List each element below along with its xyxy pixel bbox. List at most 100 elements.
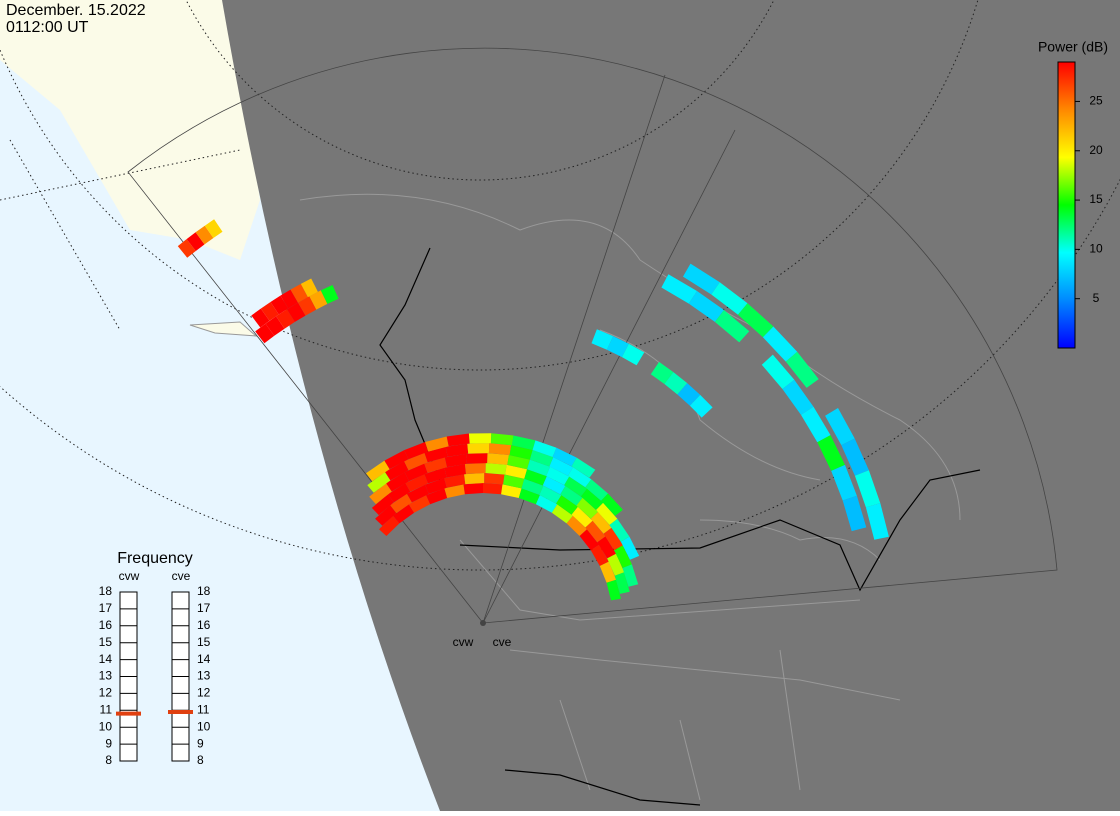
echo-cell bbox=[444, 484, 465, 498]
echo-cell bbox=[524, 469, 547, 486]
graticule bbox=[0, 0, 1120, 571]
echo-cell bbox=[581, 488, 604, 510]
echo-cell bbox=[603, 527, 623, 551]
echo-cell bbox=[390, 493, 412, 514]
echo-cell bbox=[406, 484, 429, 503]
echo-cell bbox=[782, 379, 814, 415]
echo-cell bbox=[738, 303, 774, 338]
echo-cell bbox=[865, 503, 889, 540]
echo-cell bbox=[590, 544, 609, 566]
echo-cell bbox=[366, 460, 390, 482]
echo-cell bbox=[280, 289, 298, 309]
time: 0112:00 UT bbox=[6, 19, 89, 36]
echo-cell bbox=[591, 329, 614, 350]
echo-cell bbox=[576, 497, 599, 519]
echo-cell bbox=[509, 445, 533, 460]
echo-cell bbox=[379, 515, 400, 536]
echo-cell bbox=[503, 474, 525, 489]
echo-cell bbox=[842, 495, 867, 532]
echo-cell bbox=[444, 453, 467, 468]
echo-cell bbox=[529, 450, 554, 467]
echo-cell bbox=[831, 464, 857, 501]
echo-cell bbox=[204, 219, 223, 238]
echo-cell bbox=[620, 536, 640, 560]
echo-cell bbox=[552, 447, 577, 467]
echo-cell bbox=[622, 564, 639, 587]
echo-cell bbox=[404, 442, 429, 460]
frequency-tick-label: 15 bbox=[197, 635, 211, 649]
echo-cell bbox=[393, 504, 415, 524]
frequency-tick-label: 8 bbox=[105, 753, 112, 767]
echo-cell bbox=[387, 483, 411, 503]
frequency-panel: cvw 8 9 10 11 12 13 14 15 16 17 18 cve 8 9 10 11 12 13 14 15… bbox=[99, 569, 211, 767]
echo-cell bbox=[854, 470, 881, 508]
echo-cell bbox=[186, 232, 205, 251]
frequency-tick-label: 13 bbox=[99, 669, 113, 683]
echo-cell bbox=[468, 433, 492, 444]
frequency-tick-label: 14 bbox=[99, 652, 113, 666]
echo-cell bbox=[270, 295, 289, 315]
echo-cell bbox=[265, 316, 285, 336]
echo-cell bbox=[535, 495, 558, 513]
echo-cell bbox=[464, 473, 485, 485]
land-daylight bbox=[0, 0, 260, 260]
echo-cell bbox=[290, 283, 308, 303]
echo-cell bbox=[384, 450, 409, 470]
echo-cell bbox=[568, 467, 592, 488]
echo-cell bbox=[601, 493, 623, 516]
echo-cell bbox=[571, 457, 596, 478]
echo-cell bbox=[622, 343, 645, 366]
colorbar bbox=[1057, 61, 1076, 349]
echo-cell bbox=[466, 453, 488, 464]
echo-cell bbox=[664, 372, 688, 395]
echo-cell bbox=[532, 440, 557, 457]
echo-cell bbox=[386, 472, 410, 492]
echo-cell bbox=[511, 435, 536, 450]
frequency-tick-label: 11 bbox=[197, 702, 210, 716]
echo-cell bbox=[444, 474, 466, 488]
echo-cell bbox=[371, 494, 394, 516]
echo-cell bbox=[542, 476, 566, 495]
echo-cell bbox=[585, 520, 606, 543]
frequency-tick-label: 16 bbox=[99, 618, 113, 632]
echo-cell bbox=[560, 485, 583, 506]
echo-cell bbox=[464, 463, 486, 474]
echo-cell bbox=[607, 553, 625, 576]
echo-cell bbox=[556, 495, 578, 515]
frequency-tick-label: 11 bbox=[100, 702, 113, 716]
echo-cell bbox=[369, 483, 392, 505]
echo-cell bbox=[551, 504, 573, 524]
frequency-tick-label: 17 bbox=[197, 601, 211, 615]
echo-cell bbox=[424, 446, 448, 463]
echo-cell bbox=[661, 274, 697, 304]
frequency-tick-label: 15 bbox=[99, 635, 113, 649]
colorbar-tick-label: 20 bbox=[1089, 143, 1103, 157]
echo-cell bbox=[683, 263, 720, 295]
echo-cell bbox=[490, 433, 514, 446]
echo-cell bbox=[677, 383, 701, 406]
echo-cell bbox=[579, 529, 600, 551]
echo-cell bbox=[546, 466, 570, 486]
frequency-title: Frequency bbox=[117, 550, 193, 567]
frequency-tick-label: 10 bbox=[99, 719, 113, 733]
date: December. 15.2022 bbox=[6, 2, 146, 19]
echo-layer bbox=[177, 219, 889, 601]
echo-cell bbox=[761, 354, 795, 389]
frequency-tick-label: 17 bbox=[99, 601, 113, 615]
night-region bbox=[222, 0, 1120, 811]
echo-cell bbox=[260, 302, 279, 321]
echo-cell bbox=[485, 463, 507, 475]
echo-cell bbox=[408, 495, 431, 513]
echo-cell bbox=[367, 472, 391, 493]
echo-cell bbox=[590, 511, 612, 534]
echo-cell bbox=[825, 408, 855, 446]
frequency-tick-label: 9 bbox=[197, 736, 204, 750]
frequency-tick-label: 14 bbox=[197, 652, 211, 666]
echo-cell bbox=[711, 282, 748, 315]
echo-cell bbox=[585, 479, 608, 501]
echo-cell bbox=[539, 485, 562, 504]
colorbar-tick-label: 5 bbox=[1093, 291, 1100, 305]
echo-cell bbox=[606, 579, 621, 601]
echo-cell bbox=[566, 515, 587, 536]
echo-cell bbox=[404, 452, 428, 471]
